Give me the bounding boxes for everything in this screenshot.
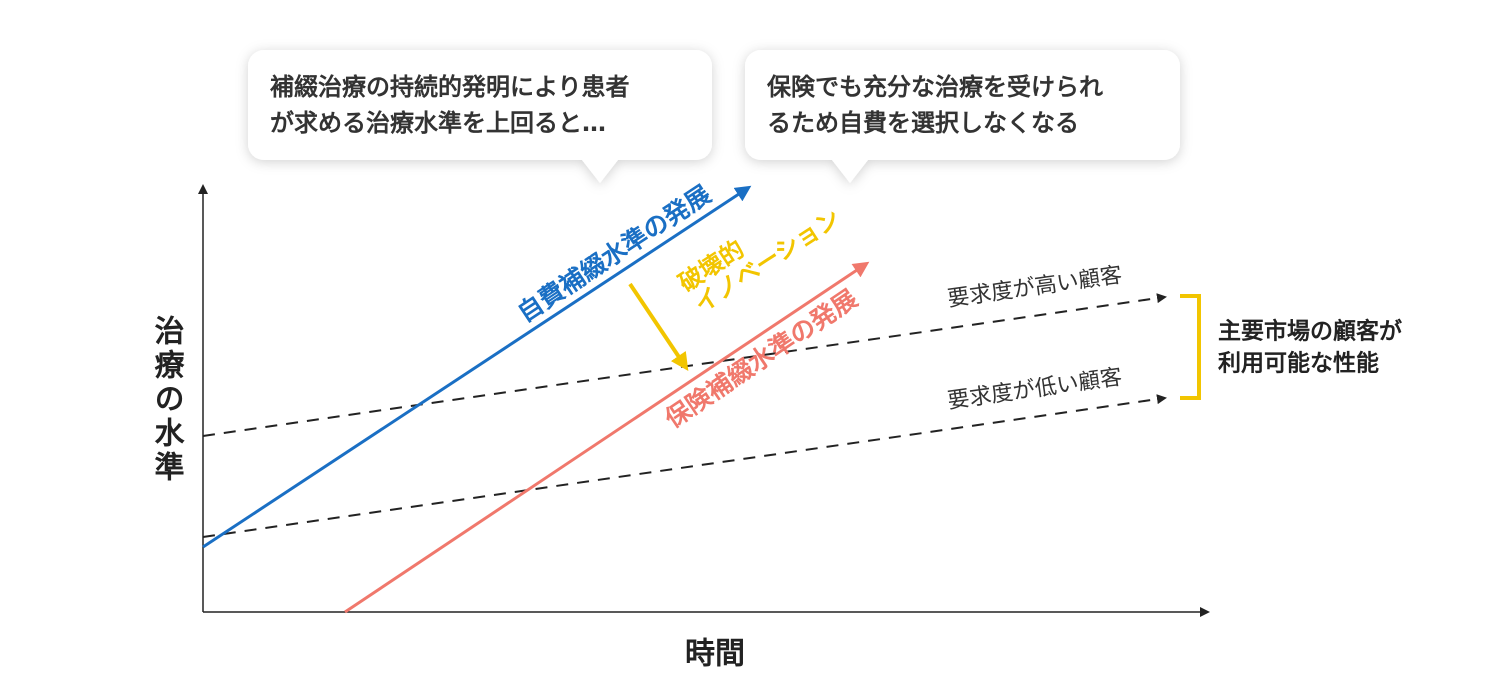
low-demand-label: 要求度が低い顧客 — [946, 365, 1124, 414]
insurance-line — [344, 261, 870, 614]
callout-text: るため自費を選択しなくなる — [767, 109, 1079, 137]
bracket-label: 主要市場の顧客が — [1218, 318, 1402, 345]
high-demand-label: 要求度が高い顧客 — [946, 263, 1124, 312]
private-label: 自費補綴水準の発展 — [512, 180, 716, 328]
private-line — [202, 185, 752, 549]
callout-text: 保険でも充分な治療を受けられ — [766, 73, 1103, 101]
x-axis-label: 時間 — [685, 637, 745, 672]
y-axis-label: 治療の水準 — [149, 315, 185, 485]
callout-box — [745, 50, 1180, 183]
insurance-label: 保険補綴水準の発展 — [659, 284, 863, 434]
low-demand-line — [202, 394, 1167, 538]
disruption-arrow — [628, 282, 689, 371]
callout-text: が求める治療水準を上回ると… — [270, 109, 606, 137]
bracket — [1180, 294, 1201, 400]
callout-box — [248, 50, 712, 183]
bracket-label: 利用可能な性能 — [1218, 350, 1379, 377]
callout-text: 補綴治療の持続的発明により患者 — [269, 73, 630, 101]
